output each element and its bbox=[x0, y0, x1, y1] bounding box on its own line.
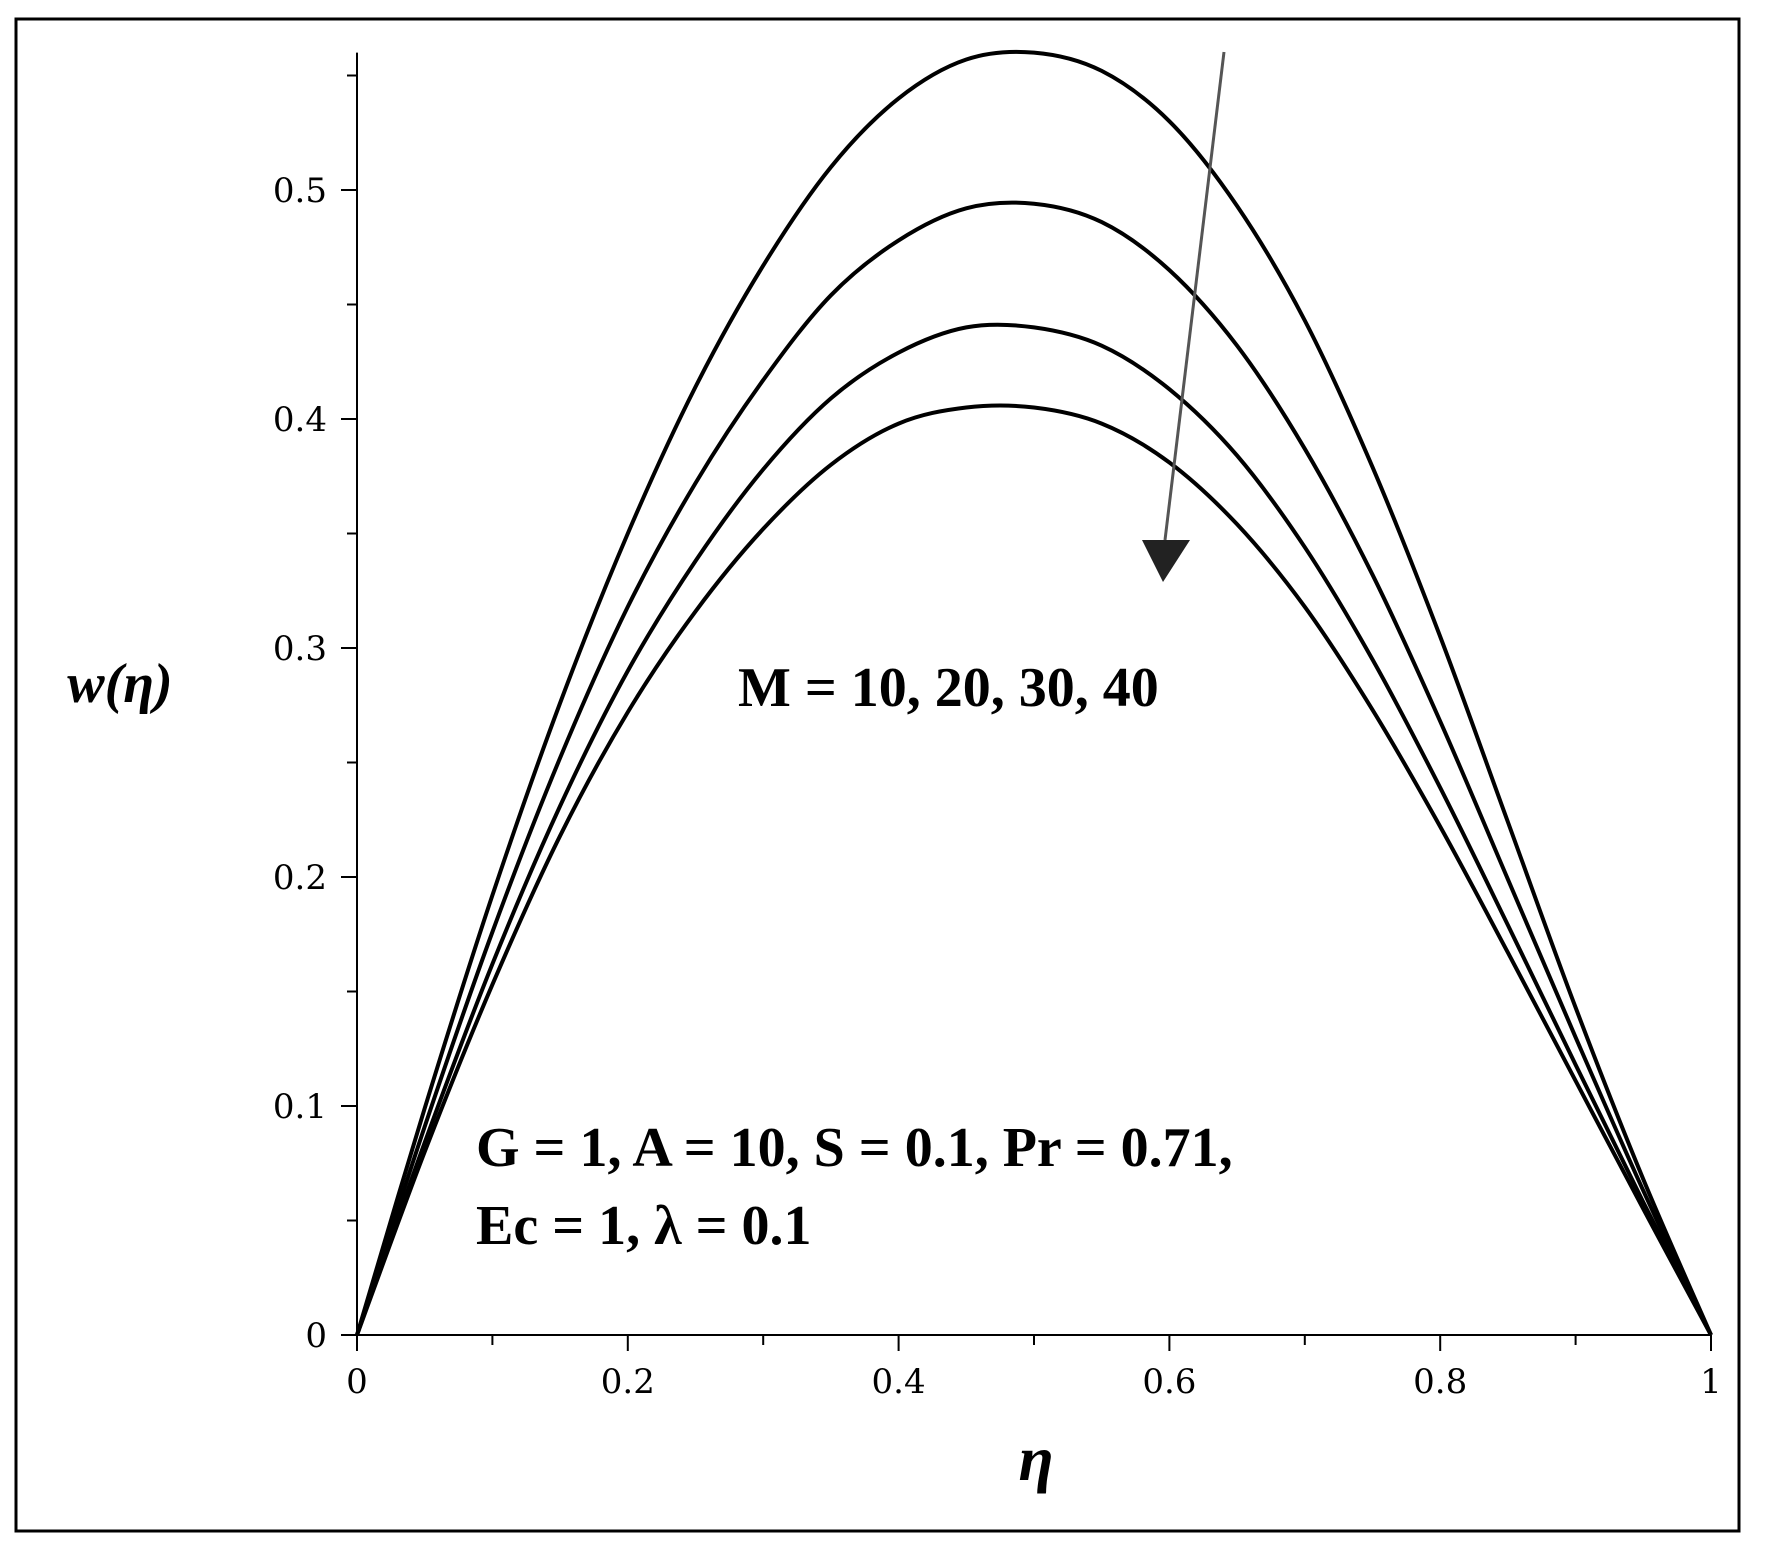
m-parameter-label: M = 10, 20, 30, 40 bbox=[738, 657, 1159, 719]
x-tick-label: 0.8 bbox=[1413, 1362, 1467, 1402]
trend-arrow bbox=[1142, 51, 1226, 582]
trend-arrow-shaft bbox=[1163, 51, 1226, 541]
params-line-1: G = 1, A = 10, S = 0.1, Pr = 0.71, bbox=[476, 1117, 1233, 1179]
y-tick-label: 0.1 bbox=[273, 1087, 327, 1127]
x-tick-label: 0.6 bbox=[1142, 1362, 1196, 1402]
x-tick-label: 0 bbox=[346, 1362, 368, 1402]
x-axis-label: η bbox=[1018, 1423, 1053, 1494]
y-tick-label: 0 bbox=[305, 1316, 327, 1356]
x-tick-label: 1 bbox=[1700, 1362, 1722, 1402]
y-tick-label: 0.2 bbox=[273, 858, 327, 898]
series-line-3 bbox=[355, 322, 1713, 1336]
y-tick-label: 0.5 bbox=[273, 171, 327, 211]
y-axis-label: w(η) bbox=[67, 653, 172, 715]
series-line-1 bbox=[355, 49, 1713, 1336]
y-tick-label: 0.4 bbox=[273, 400, 327, 440]
ticks: 0 0.2 0.4 0.6 0.8 1 0 0.1 0.2 0.3 0.4 0.5 bbox=[273, 74, 1722, 1402]
params-line-2: Ec = 1, λ = 0.1 bbox=[476, 1195, 812, 1257]
series-line-4 bbox=[355, 403, 1713, 1336]
series-line-2 bbox=[355, 200, 1713, 1336]
x-tick-label: 0.4 bbox=[872, 1362, 926, 1402]
series-lines bbox=[355, 49, 1713, 1336]
outer-frame bbox=[14, 17, 1741, 1533]
trend-arrow-head bbox=[1142, 540, 1190, 582]
y-tick-label: 0.3 bbox=[273, 629, 327, 669]
x-tick-label: 0.2 bbox=[601, 1362, 655, 1402]
